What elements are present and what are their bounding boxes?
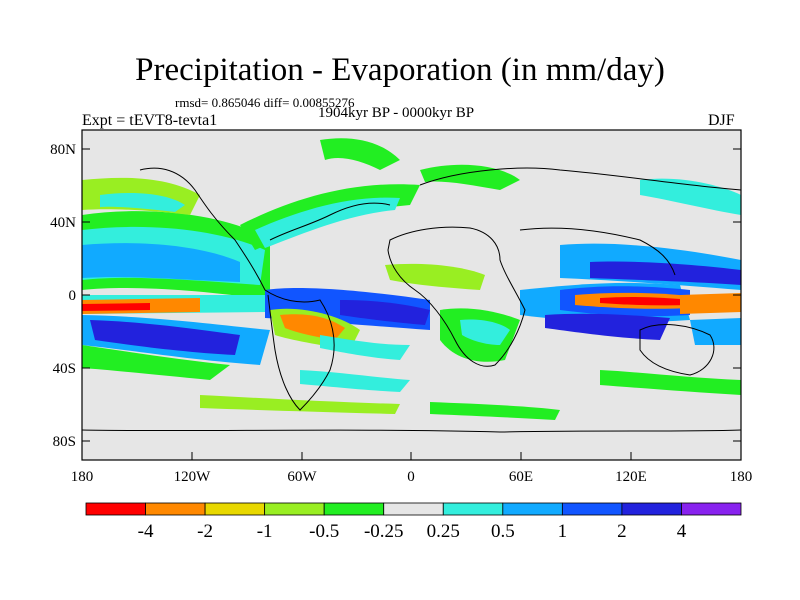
lon-tick-marks (191, 452, 632, 460)
colorbar-label: 0.25 (427, 521, 460, 542)
colorbar-label: 2 (617, 521, 627, 542)
lon-labels: 180 120W 60W 0 60E 120E 180 (71, 469, 753, 485)
lon-label: 0 (407, 469, 415, 485)
lat-tick-marks (82, 148, 741, 442)
season-label: DJF (708, 112, 735, 129)
colorbar-swatch (561, 502, 623, 516)
colorbar-labels: -4 -2 -1 -0.5 -0.25 0.25 0.5 1 2 4 (138, 521, 687, 542)
colorbar-label: -4 (138, 521, 154, 542)
map-title: Precipitation - Evaporation (in mm/day) (135, 52, 665, 88)
lat-label: 80S (53, 434, 76, 450)
colorbar-swatch (85, 502, 146, 516)
colorbar-swatch (323, 502, 385, 516)
colorbar-label: 4 (677, 521, 687, 542)
experiment-label: Expt = tEVT8-tevta1 (82, 112, 218, 129)
colorbar-swatch (621, 502, 682, 516)
colorbar (85, 502, 742, 516)
lat-label: 0 (69, 288, 77, 304)
colorbar-swatch (145, 502, 206, 516)
colorbar-label: -0.5 (309, 521, 339, 542)
colorbar-label: 0.5 (491, 521, 515, 542)
lon-label: 60E (509, 469, 533, 485)
lat-labels: 80N 40N 0 40S 80S (50, 142, 76, 450)
lon-label: 60W (287, 469, 317, 485)
colorbar-swatch (442, 502, 504, 516)
lat-label: 40N (50, 215, 76, 231)
colorbar-swatch (383, 502, 444, 516)
lat-label: 80N (50, 142, 76, 158)
colorbar-swatch (502, 502, 563, 516)
colorbar-label: -2 (197, 521, 213, 542)
coastlines (81, 167, 742, 433)
colorbar-swatch (264, 502, 325, 516)
lon-label: 180 (730, 469, 753, 485)
colorbar-label: -1 (257, 521, 273, 542)
lat-label: 40S (53, 361, 76, 377)
lon-label: 120E (615, 469, 647, 485)
colorbar-label: 1 (558, 521, 568, 542)
colorbar-label: -0.25 (364, 521, 404, 542)
stats-line: rmsd= 0.865046 diff= 0.00855276 (175, 95, 355, 110)
lon-label: 120W (174, 469, 212, 485)
precip-field (82, 130, 741, 460)
lon-label: 180 (71, 469, 94, 485)
colorbar-swatch (681, 502, 742, 516)
colorbar-swatch (204, 502, 266, 516)
period-label: 1904kyr BP - 0000kyr BP (318, 105, 475, 121)
